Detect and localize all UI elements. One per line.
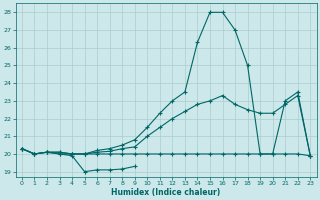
X-axis label: Humidex (Indice chaleur): Humidex (Indice chaleur): [111, 188, 221, 197]
